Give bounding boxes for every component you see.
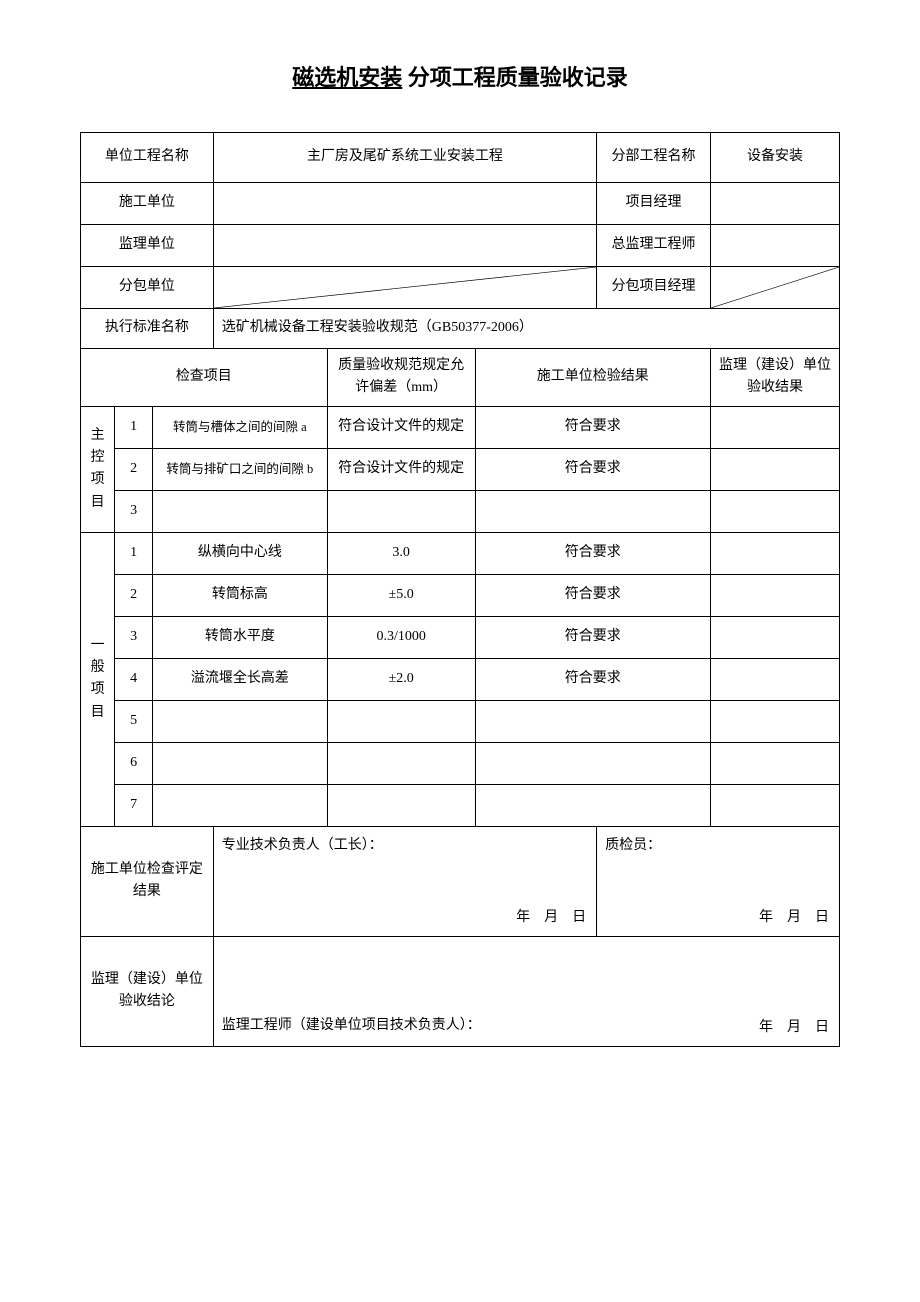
chief-supervisor-value [710, 225, 839, 267]
gen-tol-2: ±5.0 [327, 574, 475, 616]
col-tolerance: 质量验收规范规定允许偏差（mm） [327, 349, 475, 407]
gen-no-6: 6 [115, 742, 153, 784]
gen-name-6 [153, 742, 328, 784]
inspection-table: 单位工程名称 主厂房及尾矿系统工业安装工程 分部工程名称 设备安装 施工单位 项… [80, 132, 840, 1047]
construction-unit-value [213, 183, 596, 225]
main-res-3 [475, 490, 710, 532]
gen-name-4: 溢流堰全长高差 [153, 658, 328, 700]
main-sup-2 [710, 448, 839, 490]
subcontractor-label: 分包单位 [81, 267, 214, 309]
gen-res-6 [475, 742, 710, 784]
gen-name-5 [153, 700, 328, 742]
unit-project-label: 单位工程名称 [81, 133, 214, 183]
main-tol-3 [327, 490, 475, 532]
gen-sup-2 [710, 574, 839, 616]
gen-res-5 [475, 700, 710, 742]
supervision-unit-label: 监理单位 [81, 225, 214, 267]
gen-tol-4: ±2.0 [327, 658, 475, 700]
subproject-value: 设备安装 [710, 133, 839, 183]
gen-res-7 [475, 784, 710, 826]
gen-no-1: 1 [115, 532, 153, 574]
supervision-engineer-label: 监理工程师（建设单位项目技术负责人）： [222, 1018, 481, 1033]
pm-label: 项目经理 [597, 183, 711, 225]
main-group-label: 主控项目 [81, 406, 115, 532]
gen-tol-7 [327, 784, 475, 826]
gen-no-4: 4 [115, 658, 153, 700]
unit-project-value: 主厂房及尾矿系统工业安装工程 [213, 133, 596, 183]
page-title: 磁选机安装 分项工程质量验收记录 [80, 60, 840, 92]
subcontractor-diagonal [213, 267, 596, 309]
sub-pm-label: 分包项目经理 [597, 267, 711, 309]
tech-lead-date: 年 月 日 [516, 907, 586, 929]
gen-sup-6 [710, 742, 839, 784]
subproject-label: 分部工程名称 [597, 133, 711, 183]
supervision-engineer-cell: 监理工程师（建设单位项目技术负责人）： 年 月 日 [213, 936, 839, 1046]
pm-value [710, 183, 839, 225]
supervision-conclusion-label: 监理（建设）单位验收结论 [81, 936, 214, 1046]
standard-value: 选矿机械设备工程安装验收规范（GB50377-2006） [213, 309, 839, 349]
standard-label: 执行标准名称 [81, 309, 214, 349]
main-name-2: 转筒与排矿口之间的间隙 b [153, 448, 328, 490]
inspector-date: 年 月 日 [759, 907, 829, 929]
supervision-date: 年 月 日 [759, 1017, 829, 1039]
main-sup-1 [710, 406, 839, 448]
supervision-unit-value [213, 225, 596, 267]
gen-no-7: 7 [115, 784, 153, 826]
general-group-label: 一般项目 [81, 532, 115, 826]
gen-sup-7 [710, 784, 839, 826]
gen-res-4: 符合要求 [475, 658, 710, 700]
col-construction-result: 施工单位检验结果 [475, 349, 710, 407]
gen-no-2: 2 [115, 574, 153, 616]
gen-sup-1 [710, 532, 839, 574]
gen-res-3: 符合要求 [475, 616, 710, 658]
gen-res-1: 符合要求 [475, 532, 710, 574]
construction-check-label: 施工单位检查评定结果 [81, 826, 214, 936]
gen-sup-3 [710, 616, 839, 658]
main-name-3 [153, 490, 328, 532]
col-check-item: 检查项目 [81, 349, 328, 407]
gen-tol-3: 0.3/1000 [327, 616, 475, 658]
gen-tol-5 [327, 700, 475, 742]
main-sup-3 [710, 490, 839, 532]
gen-no-3: 3 [115, 616, 153, 658]
inspector-cell: 质检员： 年 月 日 [597, 826, 840, 936]
inspector-label: 质检员： [605, 838, 661, 853]
tech-lead-label: 专业技术负责人（工长）： [222, 838, 383, 853]
chief-supervisor-label: 总监理工程师 [597, 225, 711, 267]
main-tol-1: 符合设计文件的规定 [327, 406, 475, 448]
gen-sup-5 [710, 700, 839, 742]
gen-tol-1: 3.0 [327, 532, 475, 574]
col-supervision-result: 监理（建设）单位验收结果 [710, 349, 839, 407]
gen-res-2: 符合要求 [475, 574, 710, 616]
main-no-3: 3 [115, 490, 153, 532]
main-no-1: 1 [115, 406, 153, 448]
title-underline: 磁选机安装 [292, 65, 402, 90]
sub-pm-diagonal [710, 267, 839, 309]
main-no-2: 2 [115, 448, 153, 490]
gen-name-1: 纵横向中心线 [153, 532, 328, 574]
title-rest: 分项工程质量验收记录 [402, 65, 628, 90]
main-tol-2: 符合设计文件的规定 [327, 448, 475, 490]
main-name-1: 转筒与槽体之间的间隙 a [153, 406, 328, 448]
tech-lead-cell: 专业技术负责人（工长）： 年 月 日 [213, 826, 596, 936]
gen-name-7 [153, 784, 328, 826]
gen-tol-6 [327, 742, 475, 784]
main-res-1: 符合要求 [475, 406, 710, 448]
gen-sup-4 [710, 658, 839, 700]
construction-unit-label: 施工单位 [81, 183, 214, 225]
main-res-2: 符合要求 [475, 448, 710, 490]
gen-no-5: 5 [115, 700, 153, 742]
gen-name-3: 转筒水平度 [153, 616, 328, 658]
gen-name-2: 转筒标高 [153, 574, 328, 616]
